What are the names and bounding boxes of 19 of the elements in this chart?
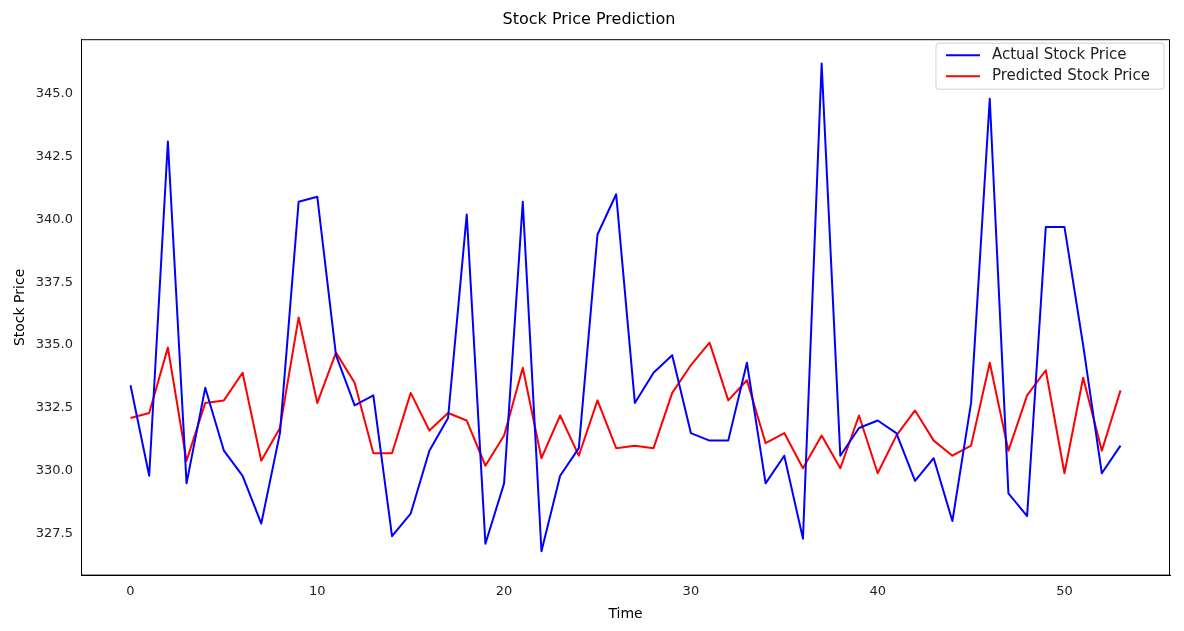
y-axis-title: Stock Price <box>11 268 28 347</box>
y-tick-label: 327.5 <box>35 525 74 540</box>
x-tick-label: 40 <box>869 582 886 598</box>
legend-label: Predicted Stock Price <box>991 66 1151 85</box>
y-tick-label: 332.5 <box>35 399 74 415</box>
x-axis-title: Time <box>607 605 643 622</box>
y-tick-label: 342.5 <box>35 147 74 163</box>
x-tick-label: 50 <box>1056 582 1073 598</box>
chart-title: Stock Price Prediction <box>502 8 676 28</box>
y-tick-label: 330.0 <box>35 462 74 478</box>
x-tick-label: 10 <box>309 582 326 598</box>
y-tick-label: 345.0 <box>35 85 74 101</box>
y-tick-label: 340.0 <box>35 210 74 226</box>
x-tick-label: 30 <box>682 582 700 598</box>
x-tick-label: 0 <box>126 582 135 598</box>
legend-label: Actual Stock Price <box>991 45 1127 64</box>
y-tick-label: 337.5 <box>35 273 74 289</box>
x-tick-label: 20 <box>495 582 513 598</box>
y-tick-label: 335.0 <box>35 336 74 352</box>
